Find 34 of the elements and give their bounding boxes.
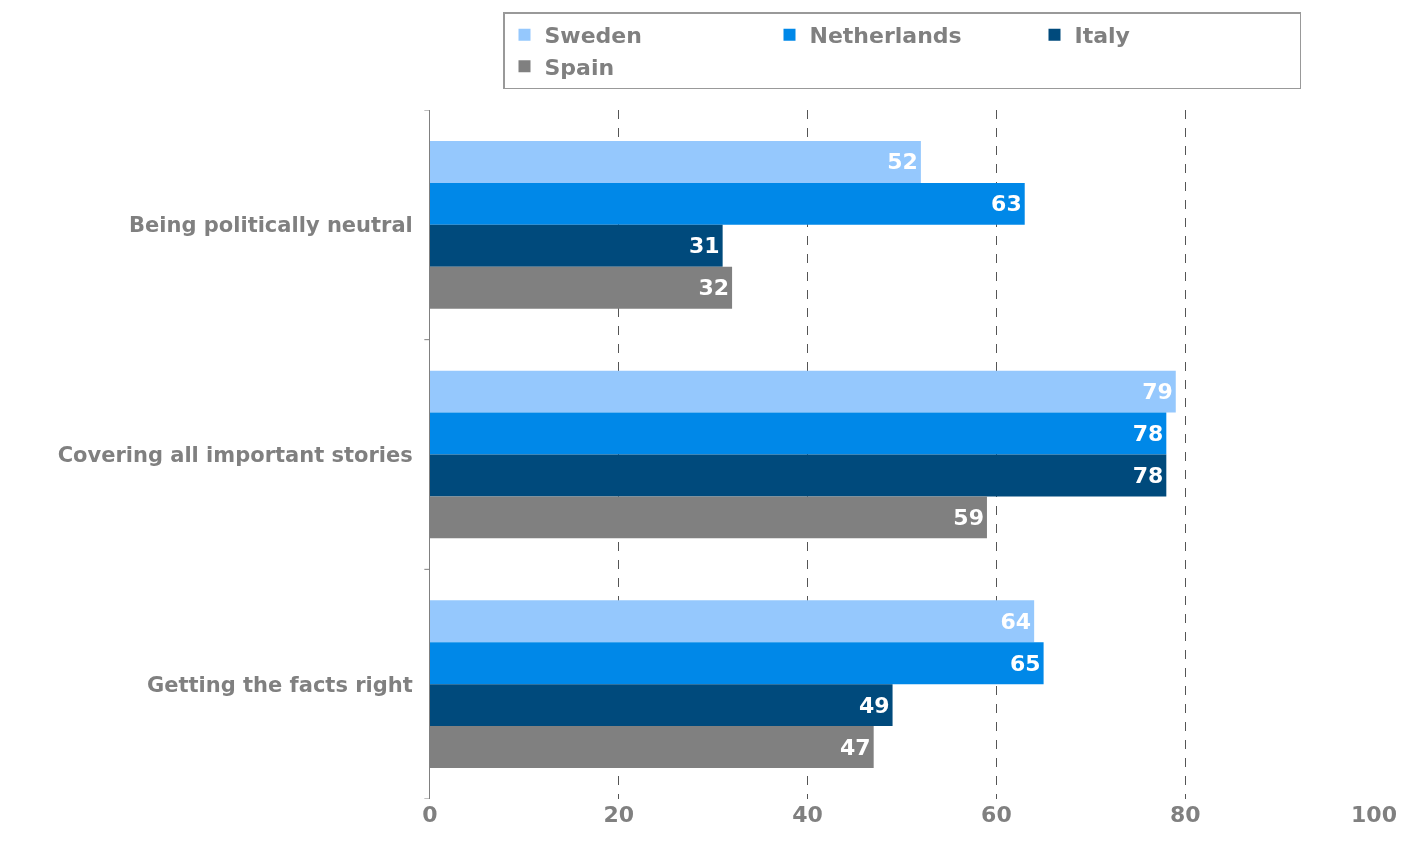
x-tick-label: 0 [422, 802, 438, 827]
legend-label: Sweden [544, 23, 642, 49]
data-label: 31 [689, 233, 720, 259]
data-label: 79 [1142, 379, 1173, 405]
data-label: 32 [698, 275, 730, 301]
x-tick-label: 40 [792, 802, 823, 827]
bar [430, 370, 1176, 413]
data-label: 64 [1000, 608, 1032, 634]
x-tick-label: 80 [1169, 802, 1201, 827]
bar [430, 182, 1025, 225]
bar [430, 224, 723, 267]
legend-label: Netherlands [809, 23, 962, 49]
bar [430, 454, 1167, 497]
y-tick-label: Getting the facts right [147, 672, 413, 697]
y-tick-label: Being politically neutral [129, 213, 413, 238]
data-label: 47 [840, 734, 871, 760]
bar [430, 141, 921, 183]
bar [430, 412, 1167, 455]
data-label: 78 [1132, 462, 1164, 488]
x-tick-label: 100 [1351, 802, 1397, 827]
bar [430, 642, 1044, 685]
legend-label: Italy [1074, 23, 1130, 49]
data-label: 63 [991, 191, 1022, 217]
legend-label: Spain [544, 54, 615, 80]
y-tick-label: Covering all important stories [57, 442, 413, 467]
bar [430, 600, 1035, 643]
x-tick-label: 20 [603, 802, 635, 827]
data-label: 78 [1132, 421, 1164, 447]
bar [430, 684, 893, 727]
data-label: 52 [887, 149, 918, 175]
data-label: 59 [953, 504, 984, 530]
x-tick-label: 60 [981, 802, 1012, 827]
data-label: 65 [1009, 650, 1041, 676]
data-label: 49 [858, 692, 890, 718]
